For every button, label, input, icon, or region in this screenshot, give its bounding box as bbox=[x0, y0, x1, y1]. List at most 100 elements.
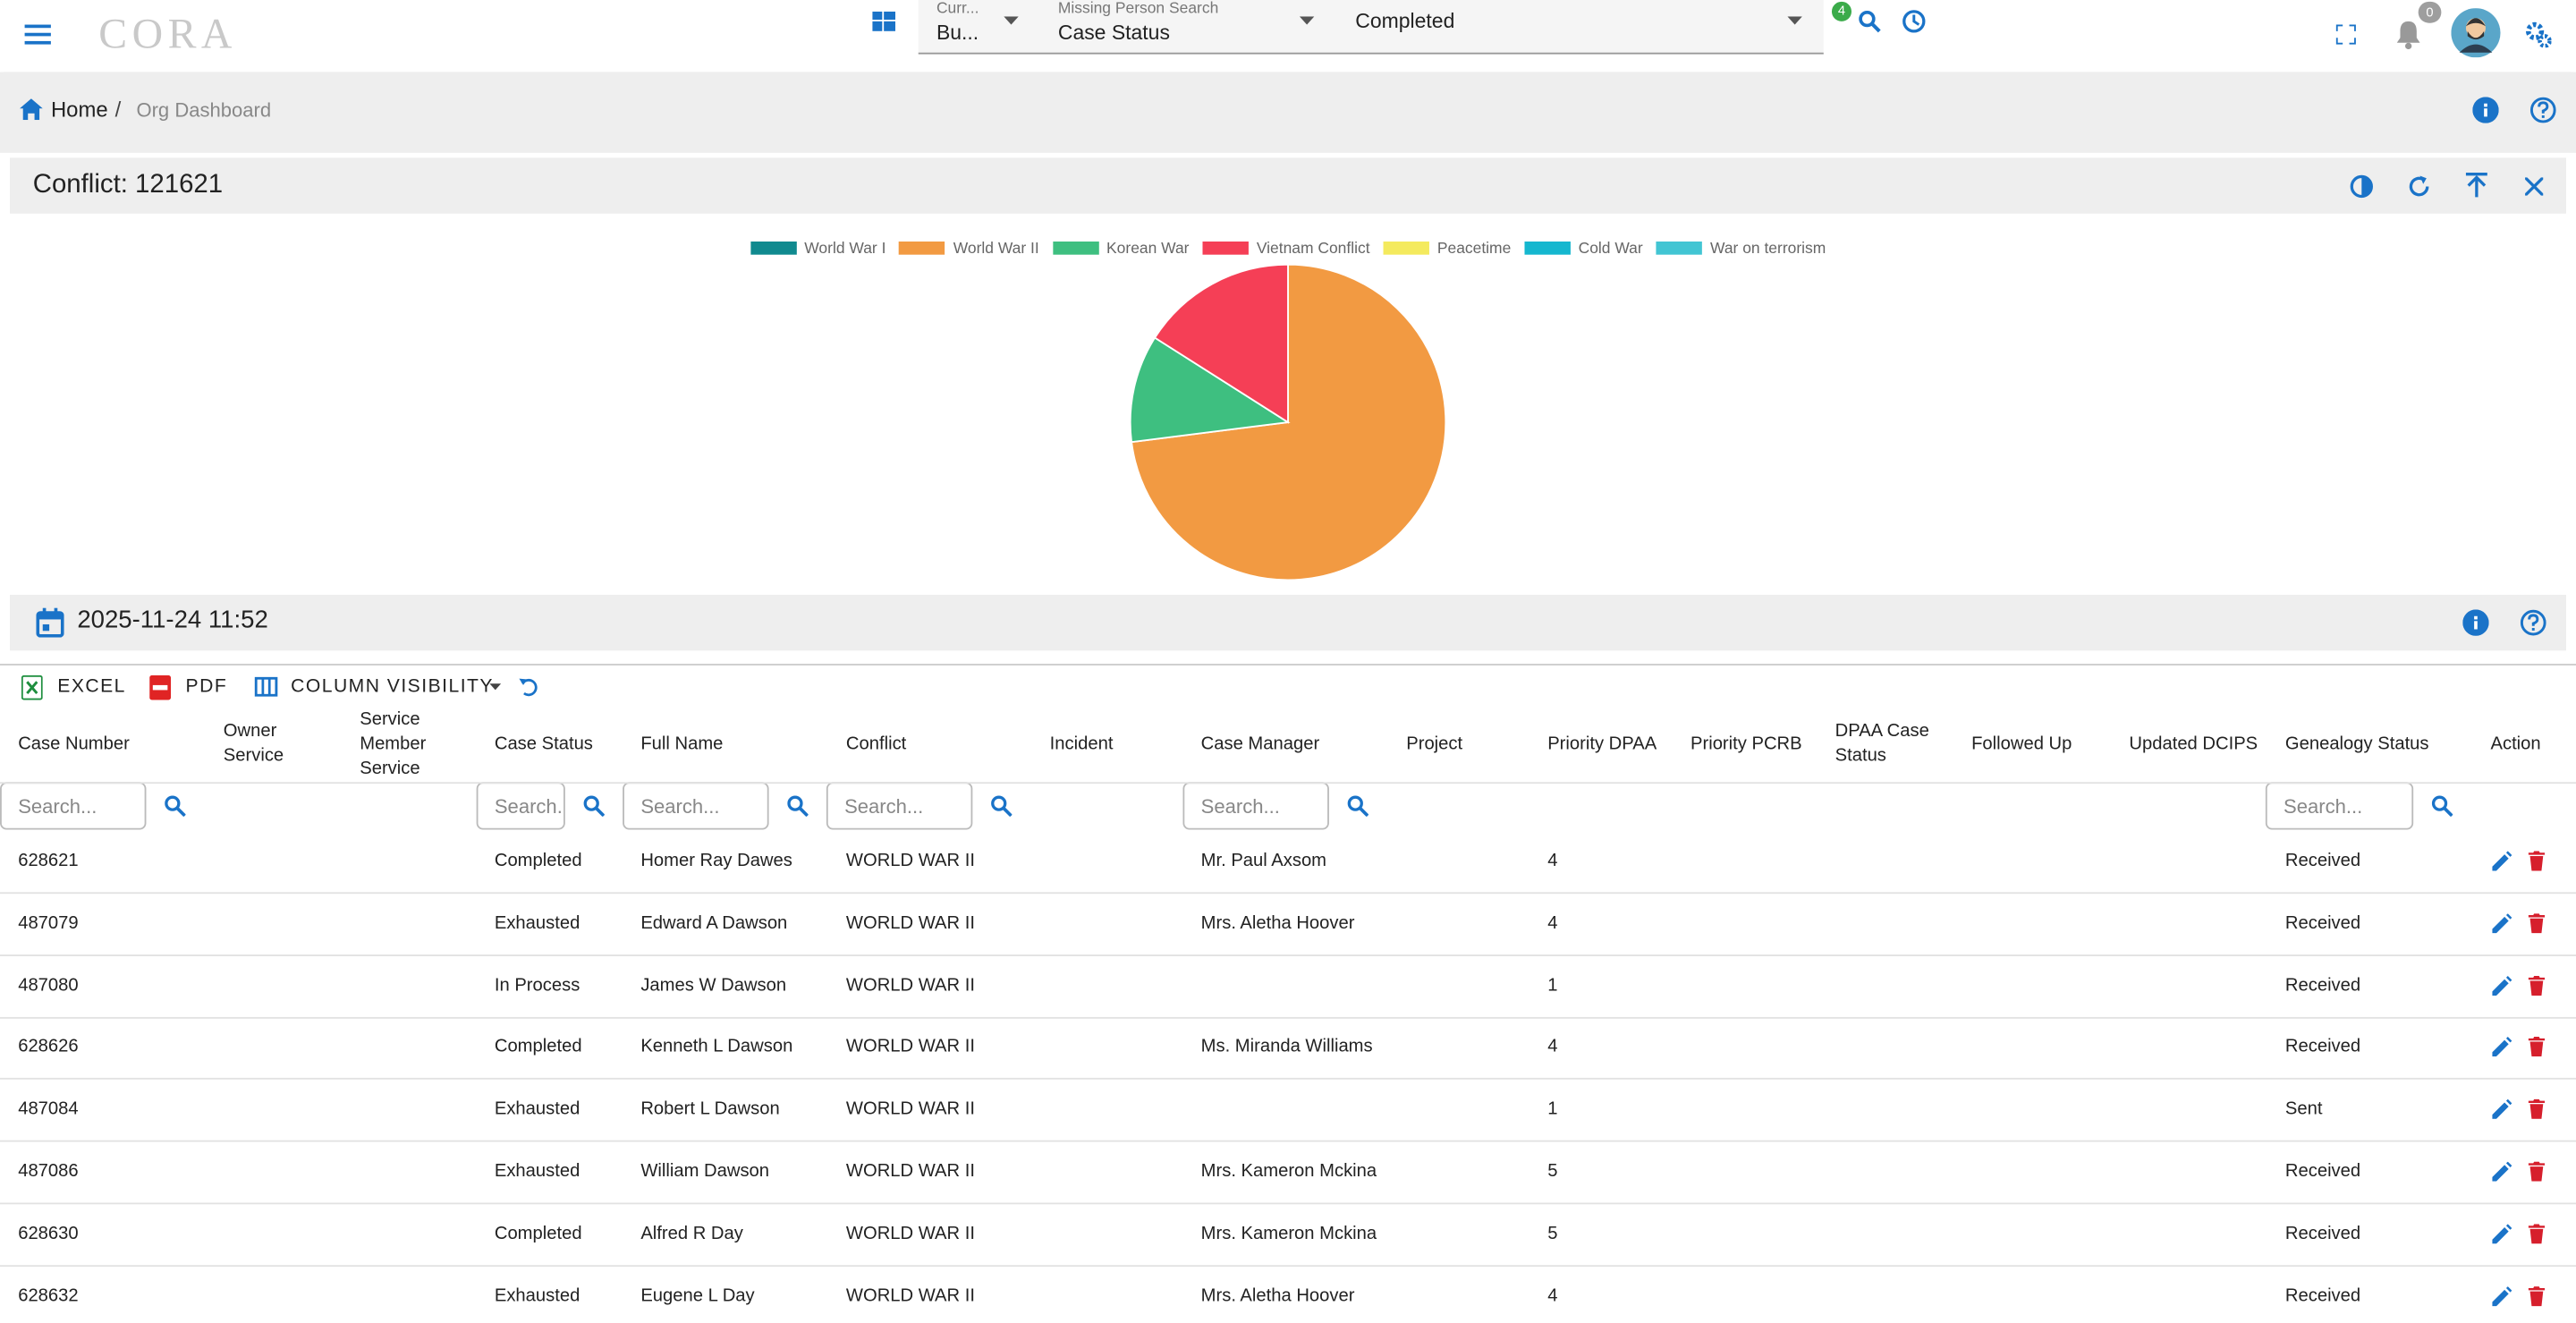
pie-slice[interactable] bbox=[1129, 336, 1291, 444]
pie-slice[interactable] bbox=[1153, 263, 1289, 424]
table-cell: 487079 bbox=[18, 912, 79, 933]
delete-button[interactable] bbox=[2528, 912, 2546, 933]
dropdown-arrow[interactable] bbox=[1787, 16, 1802, 25]
breadcrumb-link[interactable]: Home bbox=[50, 97, 108, 122]
info-button[interactable] bbox=[2472, 97, 2499, 123]
edit-button[interactable] bbox=[2492, 1037, 2512, 1057]
close-button[interactable] bbox=[2525, 177, 2544, 196]
fullscreen-button[interactable] bbox=[2335, 24, 2356, 45]
search-button[interactable] bbox=[165, 795, 186, 817]
table-cell: 487080 bbox=[18, 975, 79, 996]
legend-item[interactable]: World War I bbox=[750, 239, 886, 257]
column-header[interactable]: Owner Service bbox=[223, 721, 284, 766]
delete-glyph bbox=[2528, 1161, 2546, 1182]
field-value[interactable]: Case Status bbox=[1057, 21, 1170, 45]
table-cell: 487086 bbox=[18, 1161, 79, 1182]
home-icon[interactable] bbox=[20, 98, 43, 121]
help-button[interactable] bbox=[2520, 609, 2546, 636]
legend-item[interactable]: War on terrorism bbox=[1656, 239, 1826, 257]
avatar[interactable] bbox=[2451, 8, 2501, 58]
legend-item[interactable]: World War II bbox=[899, 239, 1039, 257]
dropdown-arrow[interactable] bbox=[489, 683, 502, 691]
column-header[interactable]: Service Member Service bbox=[360, 708, 427, 778]
edit-button[interactable] bbox=[2492, 1099, 2512, 1120]
table-cell: Received bbox=[2284, 1285, 2361, 1306]
menu-button[interactable] bbox=[24, 23, 51, 47]
search-input[interactable]: Search... bbox=[623, 782, 769, 830]
dropdown-arrow[interactable] bbox=[1299, 16, 1315, 25]
columns-icon[interactable] bbox=[254, 676, 278, 697]
dropdown-arrow[interactable] bbox=[1004, 16, 1019, 25]
column-header[interactable]: Full Name bbox=[640, 734, 724, 754]
search-button[interactable] bbox=[2431, 795, 2453, 817]
legend-item[interactable]: Vietnam Conflict bbox=[1202, 239, 1370, 257]
column-header[interactable]: Priority DPAA bbox=[1547, 734, 1657, 754]
history-button[interactable] bbox=[1901, 8, 1927, 34]
search-input[interactable]: Search... bbox=[476, 782, 565, 830]
search-input[interactable]: Search... bbox=[826, 782, 973, 830]
refresh-button[interactable] bbox=[2407, 174, 2432, 199]
search-button[interactable] bbox=[1347, 795, 1369, 817]
column-header[interactable]: Priority PCRB bbox=[1690, 734, 1802, 754]
legend: World War I World War II Korean War Vietnam… bbox=[0, 233, 2576, 263]
legend-item[interactable]: Korean War bbox=[1052, 239, 1190, 257]
reset-button[interactable] bbox=[518, 675, 539, 699]
help-button[interactable] bbox=[2529, 97, 2556, 123]
search-button[interactable] bbox=[991, 795, 1013, 817]
field-value[interactable]: Bu... bbox=[936, 21, 979, 45]
column-header[interactable]: Genealogy Status bbox=[2284, 734, 2429, 754]
column-header[interactable]: Case Manager bbox=[1200, 734, 1320, 754]
column-header[interactable]: Project bbox=[1406, 734, 1463, 754]
search-button[interactable] bbox=[787, 795, 809, 817]
pdf-icon[interactable] bbox=[149, 674, 172, 700]
column-header[interactable]: Conflict bbox=[845, 734, 907, 754]
table-cell: Homer Ray Dawes bbox=[640, 851, 792, 871]
search-button[interactable] bbox=[583, 795, 605, 817]
legend-swatch bbox=[1052, 242, 1098, 255]
column-header[interactable]: Action bbox=[2490, 734, 2541, 754]
edit-button[interactable] bbox=[2492, 1285, 2512, 1306]
panel-title: Conflict: 121621 bbox=[32, 171, 224, 199]
search-glyph bbox=[595, 807, 605, 817]
info-button[interactable] bbox=[2462, 609, 2489, 636]
column-visibility-button[interactable]: COLUMN VISIBILITY bbox=[291, 676, 494, 697]
dashboard-icon[interactable] bbox=[872, 11, 896, 31]
excel-icon[interactable] bbox=[21, 674, 43, 700]
delete-button[interactable] bbox=[2528, 975, 2546, 996]
collapse-button[interactable] bbox=[2464, 173, 2489, 199]
edit-button[interactable] bbox=[2492, 1161, 2512, 1182]
legend-item[interactable]: Cold War bbox=[1524, 239, 1643, 257]
column-header[interactable]: Updated DCIPS bbox=[2129, 734, 2258, 754]
excel-button[interactable]: EXCEL bbox=[57, 676, 126, 697]
delete-glyph bbox=[2528, 975, 2546, 996]
column-header[interactable]: Case Status bbox=[494, 734, 593, 754]
search-input[interactable]: Search... bbox=[1182, 782, 1329, 830]
search-button[interactable] bbox=[1858, 10, 1881, 33]
theme-button[interactable] bbox=[2350, 174, 2375, 199]
column-header[interactable]: Incident bbox=[1049, 734, 1114, 754]
delete-button[interactable] bbox=[2528, 1223, 2546, 1244]
field-value[interactable]: Completed bbox=[1355, 10, 1455, 33]
logo[interactable]: CORA bbox=[98, 10, 237, 58]
table-cell: Received bbox=[2284, 1223, 2361, 1244]
edit-glyph bbox=[2492, 1037, 2512, 1057]
column-header[interactable]: Case Number bbox=[18, 734, 130, 754]
delete-button[interactable] bbox=[2528, 1161, 2546, 1182]
notifications-button[interactable] bbox=[2395, 20, 2421, 50]
delete-button[interactable] bbox=[2528, 851, 2546, 871]
delete-button[interactable] bbox=[2528, 1037, 2546, 1057]
settings-button[interactable] bbox=[2525, 21, 2552, 48]
table-cell: 4 bbox=[1547, 851, 1558, 871]
search-input[interactable]: Search... bbox=[0, 782, 147, 830]
delete-button[interactable] bbox=[2528, 1285, 2546, 1306]
edit-button[interactable] bbox=[2492, 1223, 2512, 1244]
edit-button[interactable] bbox=[2492, 975, 2512, 996]
legend-item[interactable]: Peacetime bbox=[1383, 239, 1511, 257]
edit-button[interactable] bbox=[2492, 912, 2512, 933]
delete-button[interactable] bbox=[2528, 1099, 2546, 1120]
column-header[interactable]: Followed Up bbox=[1971, 734, 2072, 754]
search-input[interactable]: Search... bbox=[2265, 782, 2414, 830]
edit-button[interactable] bbox=[2492, 851, 2512, 871]
column-header[interactable]: DPAA Case Status bbox=[1835, 721, 1929, 766]
pdf-button[interactable]: PDF bbox=[185, 676, 228, 697]
